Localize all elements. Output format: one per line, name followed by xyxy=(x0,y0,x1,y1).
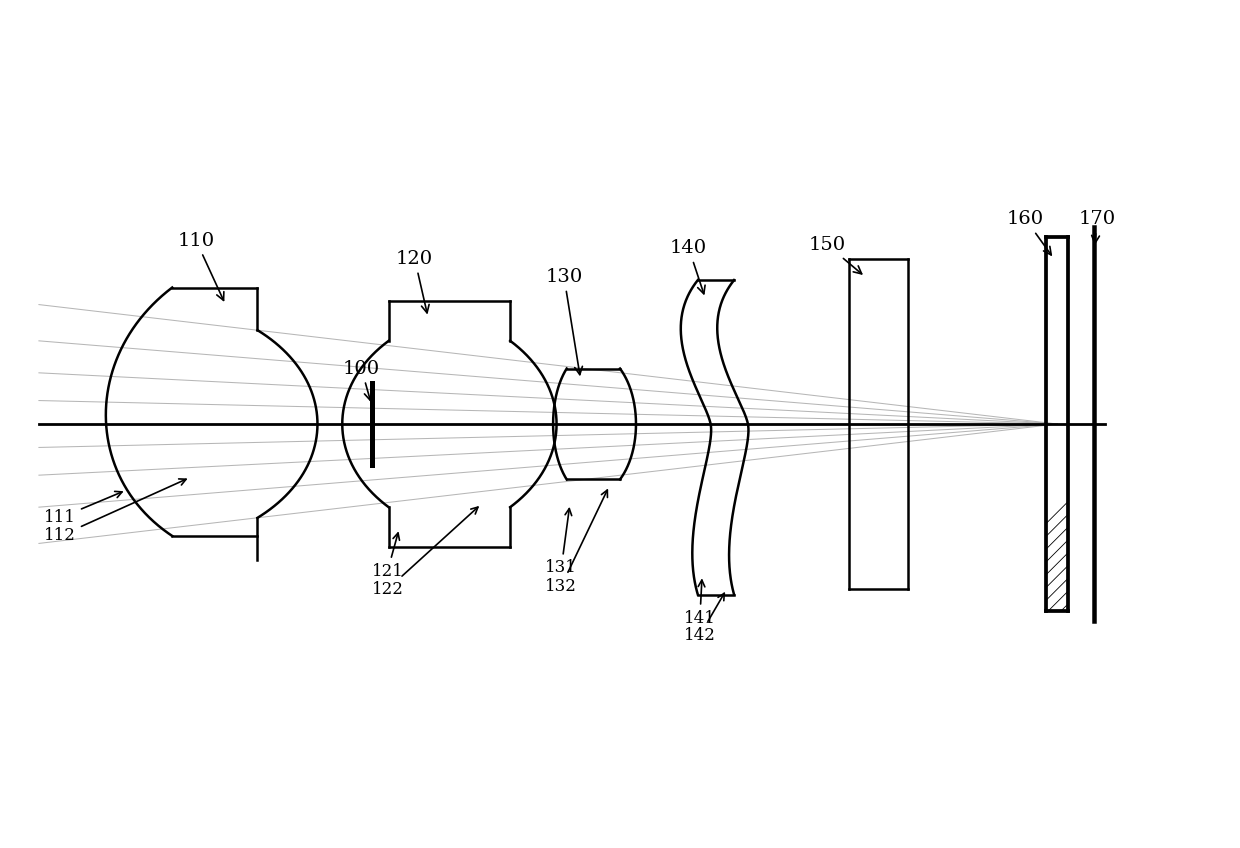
Text: 132: 132 xyxy=(546,490,608,594)
Text: 130: 130 xyxy=(546,268,583,375)
Text: 122: 122 xyxy=(372,507,477,598)
Text: 141: 141 xyxy=(684,580,715,627)
Text: 112: 112 xyxy=(45,479,186,544)
Text: 110: 110 xyxy=(177,232,224,300)
Text: 160: 160 xyxy=(1007,210,1052,255)
Text: 111: 111 xyxy=(45,491,122,527)
Text: 140: 140 xyxy=(670,239,707,293)
Text: 150: 150 xyxy=(808,236,862,274)
Text: 131: 131 xyxy=(546,509,578,577)
Text: 120: 120 xyxy=(396,250,433,313)
Text: 170: 170 xyxy=(1079,210,1116,243)
Text: 121: 121 xyxy=(372,533,403,580)
Text: 100: 100 xyxy=(342,360,379,400)
Text: 142: 142 xyxy=(684,594,724,644)
